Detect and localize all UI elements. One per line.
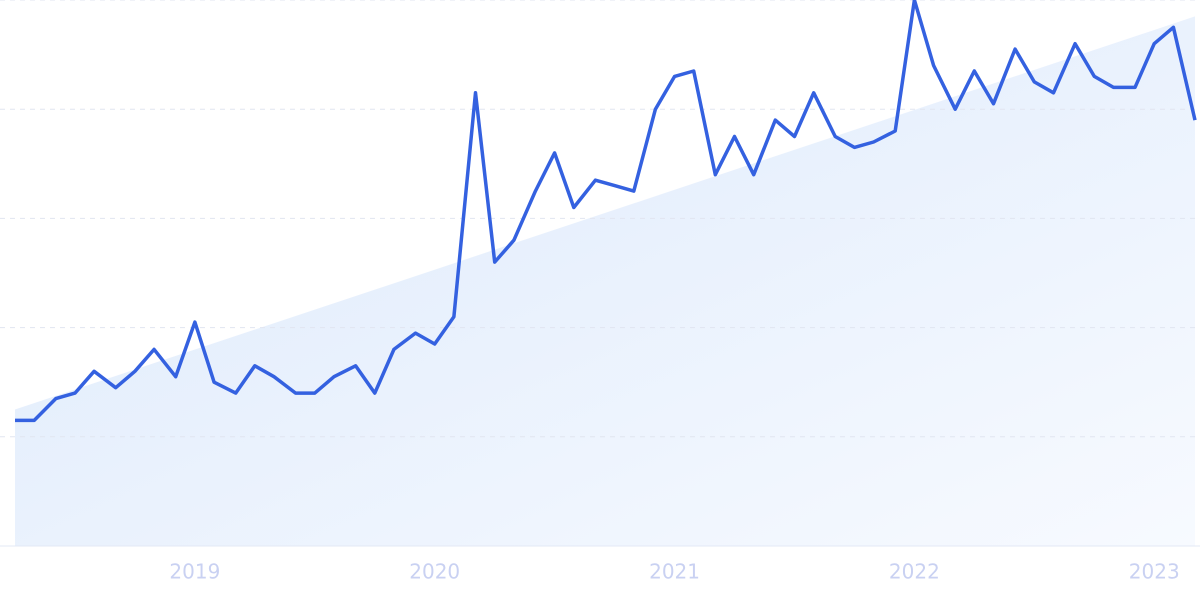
trend-line	[15, 0, 1197, 423]
x-tick-label: 2020	[409, 560, 460, 584]
x-tick-label: 2019	[169, 560, 220, 584]
x-tick-label: 2021	[649, 560, 700, 584]
trend-area	[15, 16, 1195, 546]
x-tick-label: 2022	[889, 560, 940, 584]
x-tick-label: 2023	[1129, 560, 1180, 584]
